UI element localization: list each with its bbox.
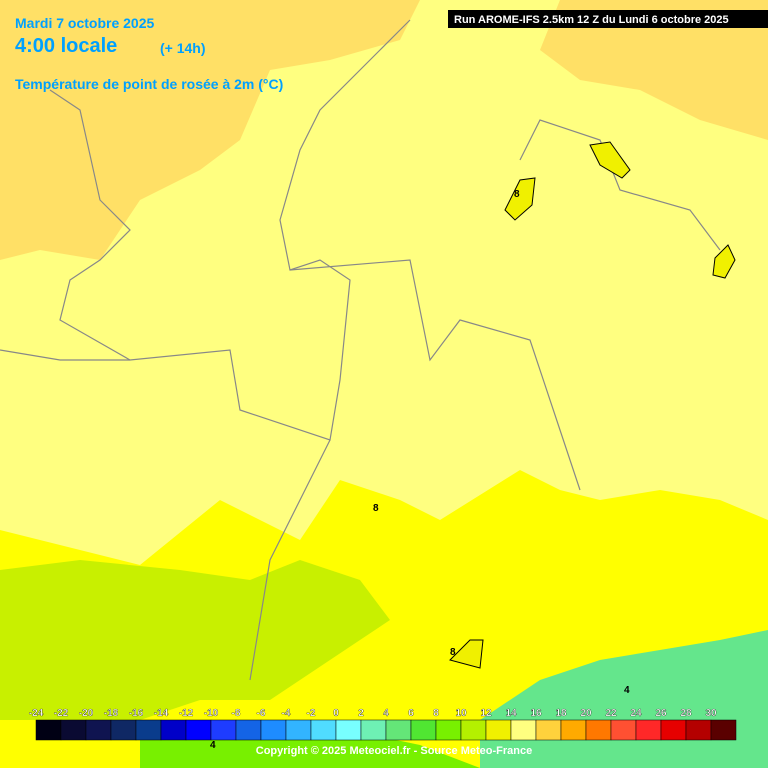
- region-dry: [540, 0, 768, 140]
- legend-tick-label: 8: [433, 708, 439, 719]
- legend-swatch: [135, 719, 162, 741]
- run-info: Run AROME-IFS 2.5km 12 Z du Lundi 6 octo…: [454, 14, 729, 26]
- legend-tick-label: 24: [630, 708, 642, 719]
- contour-label: 4: [624, 685, 630, 696]
- legend-swatch: [535, 719, 562, 741]
- legend: -24 -22 -20 -18 -16 -14 -12 -10 -8 -6 -4 -2 0 2 4 6 8 10 1…: [29, 708, 737, 741]
- legend-tick-label: 28: [680, 708, 692, 719]
- region-green: [0, 560, 390, 720]
- contour-label: 8: [450, 647, 456, 658]
- legend-tick-label: -18: [104, 708, 119, 719]
- legend-tick-label: 6: [408, 708, 414, 719]
- legend-tick-label: -14: [154, 708, 169, 719]
- legend-tick-label: 0: [333, 708, 339, 719]
- legend-swatch: [460, 719, 487, 741]
- legend-swatch: [410, 719, 437, 741]
- copyright: Copyright © 2025 Meteociel.fr - Source M…: [256, 745, 532, 757]
- legend-swatch: [35, 719, 62, 741]
- legend-swatch: [335, 719, 362, 741]
- legend-swatch: [585, 719, 612, 741]
- legend-swatch: [260, 719, 287, 741]
- legend-swatch: [710, 719, 737, 741]
- legend-tick-label: -24: [29, 708, 44, 719]
- legend-tick-label: -2: [307, 708, 316, 719]
- lead-time: (+ 14h): [160, 40, 206, 56]
- contour: [449, 141, 736, 669]
- legend-swatch: [360, 719, 387, 741]
- legend-tick-label: 30: [705, 708, 717, 719]
- legend-swatch: [560, 719, 587, 741]
- legend-swatch: [110, 719, 137, 741]
- date: Mardi 7 octobre 2025: [15, 15, 154, 31]
- legend-swatch: [610, 719, 637, 741]
- legend-swatch: [485, 719, 512, 741]
- legend-swatch: [435, 719, 462, 741]
- legend-tick-label: -4: [282, 708, 291, 719]
- legend-swatch: [685, 719, 712, 741]
- legend-tick-label: 10: [455, 708, 467, 719]
- legend-swatch: [160, 719, 187, 741]
- legend-tick-label: -20: [79, 708, 94, 719]
- legend-swatch: [385, 719, 412, 741]
- legend-tick-label: -22: [54, 708, 69, 719]
- legend-tick-label: -10: [204, 708, 219, 719]
- legend-swatch: [210, 719, 237, 741]
- legend-tick-label: 16: [530, 708, 542, 719]
- legend-swatch: [185, 719, 212, 741]
- legend-swatch: [310, 719, 337, 741]
- region-dry: [0, 0, 420, 260]
- run-box: [448, 10, 768, 28]
- contour-label: 8: [373, 503, 379, 514]
- legend-swatch: [60, 719, 87, 741]
- legend-swatch: [510, 719, 537, 741]
- legend-swatch: [85, 719, 112, 741]
- time: 4:00 locale: [15, 35, 117, 57]
- legend-swatch: [235, 719, 262, 741]
- legend-tick-label: -8: [232, 708, 241, 719]
- legend-swatch: [635, 719, 662, 741]
- legend-tick-label: 22: [605, 708, 617, 719]
- legend-tick-label: -12: [179, 708, 194, 719]
- legend-tick-label: 14: [505, 708, 517, 719]
- legend-tick-label: -6: [257, 708, 266, 719]
- legend-tick-label: 20: [580, 708, 592, 719]
- legend-tick-label: 2: [358, 708, 364, 719]
- legend-tick-label: 26: [655, 708, 667, 719]
- legend-swatch: [660, 719, 687, 741]
- legend-tick-label: 12: [480, 708, 492, 719]
- legend-tick-label: 4: [383, 708, 389, 719]
- legend-swatch: [285, 719, 312, 741]
- contour-label: 8: [514, 189, 520, 200]
- contour-label: 4: [210, 740, 216, 751]
- legend-tick-label: -16: [129, 708, 144, 719]
- legend-tick-label: 18: [555, 708, 567, 719]
- parameter: Température de point de rosée à 2m (°C): [15, 76, 283, 92]
